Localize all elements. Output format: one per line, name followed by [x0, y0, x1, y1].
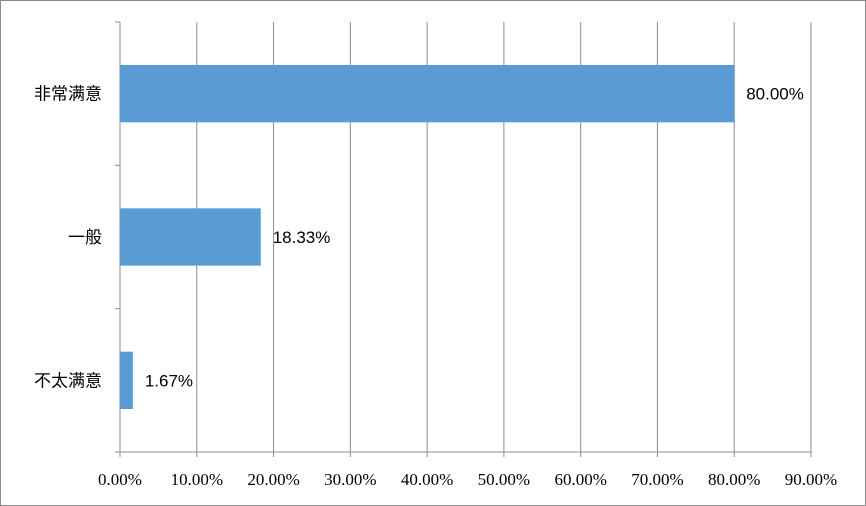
bar: [120, 351, 133, 409]
labels: 0.00% 10.00% 20.00% 30.00% 40.00% 50.00% 60.00…: [34, 85, 837, 489]
x-tick-label: 90.00%: [785, 470, 837, 489]
x-tick-label: 70.00%: [631, 470, 683, 489]
data-label: 18.33%: [273, 228, 331, 247]
x-tick-label: 10.00%: [171, 470, 223, 489]
bar: [120, 65, 735, 123]
x-tick-label: 30.00%: [324, 470, 376, 489]
x-tick-label: 20.00%: [247, 470, 299, 489]
x-tick-label: 60.00%: [554, 470, 606, 489]
x-tick-label: 0.00%: [98, 470, 142, 489]
category-label: 非常满意: [34, 85, 102, 105]
x-tick-label: 50.00%: [478, 470, 530, 489]
data-label: 1.67%: [145, 371, 193, 390]
bar: [120, 208, 261, 266]
bars: [120, 65, 735, 409]
data-label: 80.00%: [746, 85, 804, 104]
category-label: 不太满意: [34, 371, 102, 391]
x-tick-label: 40.00%: [401, 470, 453, 489]
x-tick-label: 80.00%: [708, 470, 760, 489]
category-label: 一般: [68, 228, 102, 248]
